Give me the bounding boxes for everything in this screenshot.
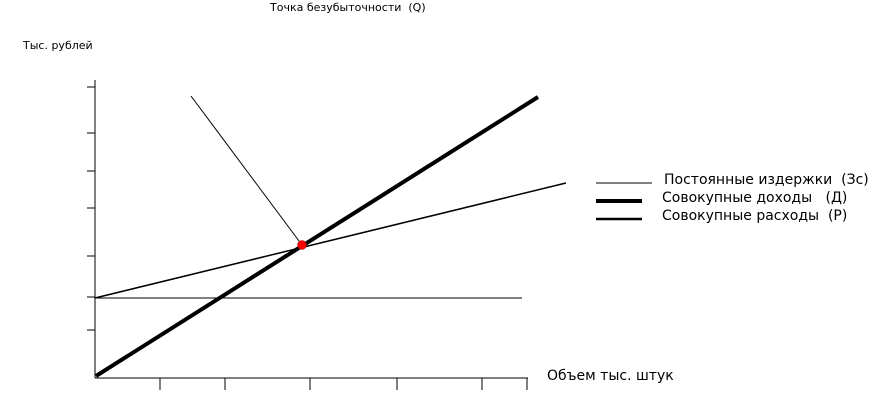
legend-label: Совокупные расходы (Р) bbox=[662, 208, 847, 224]
y-axis-label: Тыс. рублей bbox=[22, 39, 93, 52]
title: Точка безубыточности (Q) bbox=[269, 1, 426, 14]
total-revenue-line bbox=[94, 95, 540, 378]
legend-label: Совокупные доходы (Д) bbox=[662, 190, 847, 206]
x-axis-label: Объем тыс. штук bbox=[547, 368, 674, 384]
pointer-line bbox=[190, 95, 303, 246]
legend-label: Постоянные издержки (Зс) bbox=[664, 172, 869, 188]
total-costs-line bbox=[94, 182, 567, 299]
legend: Постоянные издержки (Зс) Совокупные дохо… bbox=[596, 172, 869, 224]
axes bbox=[87, 80, 528, 390]
break-even-point bbox=[297, 240, 307, 250]
